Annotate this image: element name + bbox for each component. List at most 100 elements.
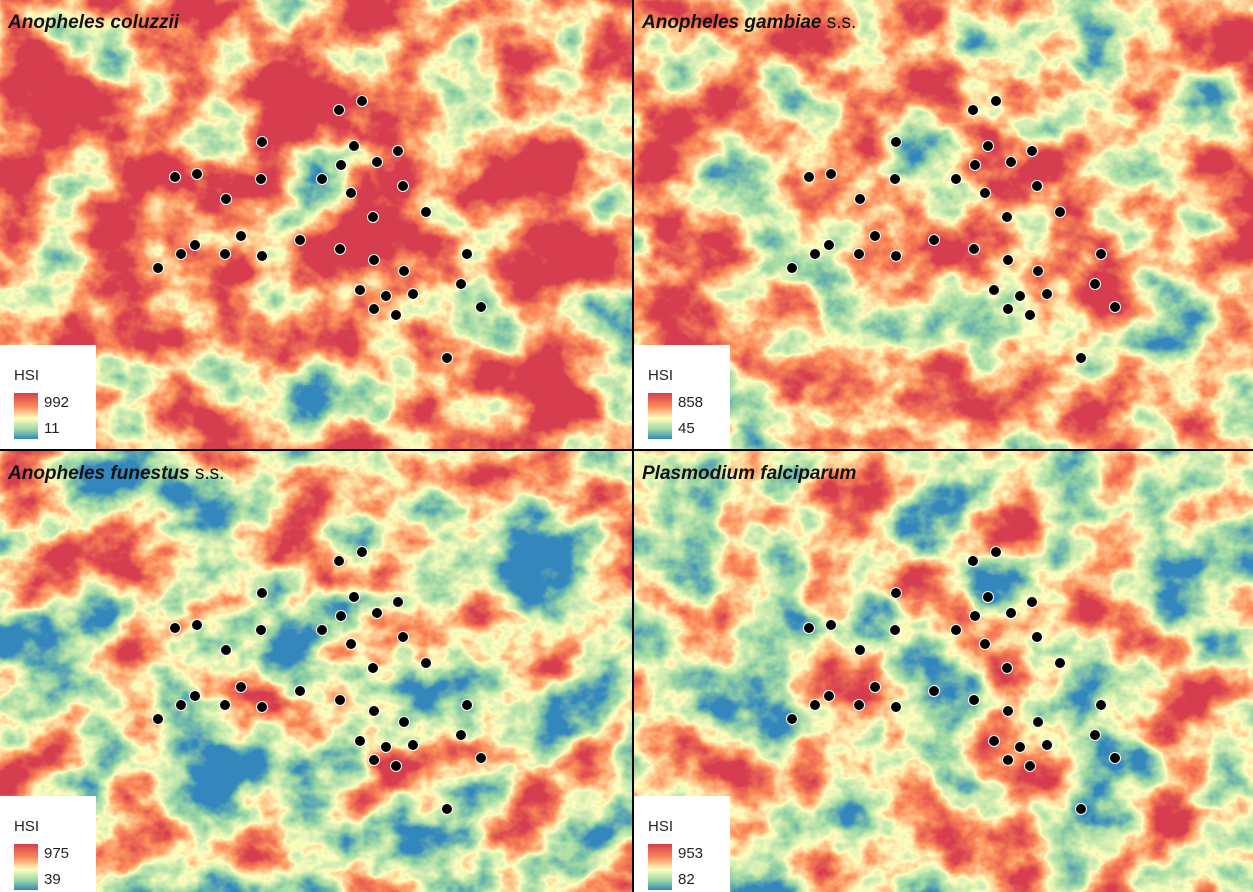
legend-title: HSI xyxy=(648,367,673,384)
sample-site xyxy=(369,255,380,266)
sample-site xyxy=(980,188,991,199)
sample-site xyxy=(1110,302,1121,313)
legend-min: 39 xyxy=(44,871,61,888)
sample-site xyxy=(369,304,380,315)
sample-site xyxy=(421,658,432,669)
panel-title: Anopheles coluzzii xyxy=(7,12,180,33)
sample-site xyxy=(969,695,980,706)
sample-site xyxy=(1027,146,1038,157)
sample-site xyxy=(317,174,328,185)
sample-site xyxy=(462,249,473,260)
sample-site xyxy=(1032,181,1043,192)
sample-site xyxy=(1096,249,1107,260)
sample-site xyxy=(192,169,203,180)
sample-site xyxy=(456,730,467,741)
panel-title: Anopheles gambiae s.s. xyxy=(641,12,856,33)
sample-site xyxy=(870,231,881,242)
sample-site xyxy=(346,188,357,199)
sample-site xyxy=(804,172,815,183)
sample-site xyxy=(983,592,994,603)
sample-site xyxy=(349,141,360,152)
sample-site xyxy=(787,263,798,274)
sample-site xyxy=(398,632,409,643)
sample-site xyxy=(393,597,404,608)
sample-site xyxy=(355,736,366,747)
sample-site xyxy=(462,700,473,711)
legend-colorbar xyxy=(14,844,38,890)
species-name: Anopheles gambiae xyxy=(641,12,822,33)
legend: HSI85845 xyxy=(634,345,730,449)
sample-site xyxy=(346,639,357,650)
sample-site xyxy=(1003,706,1014,717)
sample-site xyxy=(1055,207,1066,218)
sample-site xyxy=(854,249,865,260)
sample-site xyxy=(256,174,267,185)
sample-site xyxy=(929,686,940,697)
legend-max: 975 xyxy=(44,845,69,862)
sample-site xyxy=(408,740,419,751)
sample-site xyxy=(891,251,902,262)
sample-site xyxy=(810,249,821,260)
sample-site xyxy=(891,702,902,713)
sample-site xyxy=(391,761,402,772)
sample-site xyxy=(153,714,164,725)
sample-site xyxy=(787,714,798,725)
legend-title: HSI xyxy=(14,818,39,835)
sample-site xyxy=(951,174,962,185)
sample-site xyxy=(1042,289,1053,300)
sample-site xyxy=(170,623,181,634)
sample-site xyxy=(372,608,383,619)
sample-site xyxy=(1033,266,1044,277)
sample-site xyxy=(804,623,815,634)
sample-site xyxy=(408,289,419,300)
sample-site xyxy=(1027,597,1038,608)
sample-site xyxy=(190,240,201,251)
sample-site xyxy=(336,160,347,171)
sample-site xyxy=(192,620,203,631)
sample-site xyxy=(442,353,453,364)
map-panel: Anopheles funestus s.s. HSI 975 39 xyxy=(0,451,632,892)
sample-site xyxy=(221,645,232,656)
sample-site xyxy=(891,588,902,599)
sample-site xyxy=(1025,761,1036,772)
sample-site xyxy=(1006,608,1017,619)
sample-site xyxy=(929,235,940,246)
sample-site xyxy=(890,174,901,185)
panel-title: Anopheles funestus s.s. xyxy=(7,463,224,484)
sample-site xyxy=(826,169,837,180)
sample-site xyxy=(381,291,392,302)
sample-site xyxy=(368,212,379,223)
sample-site xyxy=(336,611,347,622)
sample-site xyxy=(349,592,360,603)
sample-site xyxy=(1076,804,1087,815)
species-name: Anopheles funestus xyxy=(7,463,190,484)
species-name: Plasmodium falciparum xyxy=(642,463,856,484)
sample-site xyxy=(221,194,232,205)
sample-site xyxy=(991,547,1002,558)
sample-site xyxy=(257,137,268,148)
sample-site xyxy=(334,105,345,116)
map-panel: Anopheles gambiae s.s.HSI85845 xyxy=(634,0,1253,449)
legend-min: 82 xyxy=(678,871,695,888)
sample-site xyxy=(969,244,980,255)
sample-site xyxy=(1015,291,1026,302)
sample-site xyxy=(810,700,821,711)
sample-site xyxy=(951,625,962,636)
sample-site xyxy=(891,137,902,148)
sample-site xyxy=(391,310,402,321)
legend-max: 858 xyxy=(678,394,703,411)
legend-max: 992 xyxy=(44,394,69,411)
sample-site xyxy=(1015,742,1026,753)
sample-site xyxy=(236,682,247,693)
sample-site xyxy=(176,249,187,260)
sample-site xyxy=(824,240,835,251)
panel-title: Plasmodium falciparum xyxy=(642,463,856,484)
sample-site xyxy=(456,279,467,290)
title-suffix: s.s. xyxy=(190,463,225,484)
sample-site xyxy=(476,302,487,313)
sample-site xyxy=(256,625,267,636)
sample-site xyxy=(855,194,866,205)
sample-site xyxy=(153,263,164,274)
sample-site xyxy=(1090,730,1101,741)
legend: HSI99211 xyxy=(0,345,96,449)
